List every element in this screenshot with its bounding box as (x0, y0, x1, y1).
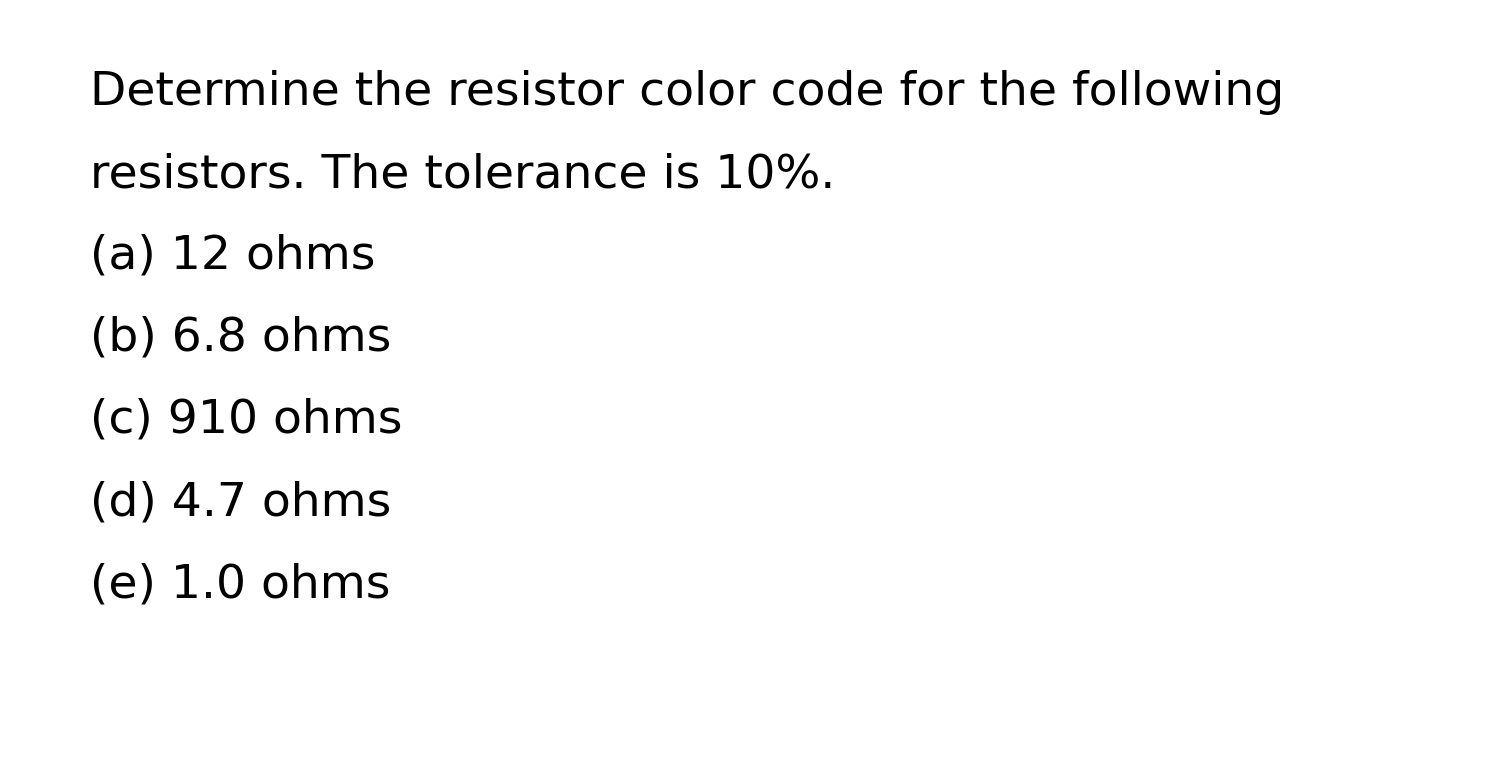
Text: (b) 6.8 ohms: (b) 6.8 ohms (90, 316, 392, 361)
Text: (e) 1.0 ohms: (e) 1.0 ohms (90, 562, 390, 607)
Text: (c) 910 ohms: (c) 910 ohms (90, 398, 402, 443)
Text: resistors. The tolerance is 10%.: resistors. The tolerance is 10%. (90, 152, 836, 197)
Text: (a) 12 ohms: (a) 12 ohms (90, 234, 375, 279)
Text: (d) 4.7 ohms: (d) 4.7 ohms (90, 480, 392, 525)
Text: Determine the resistor color code for the following: Determine the resistor color code for th… (90, 70, 1284, 115)
